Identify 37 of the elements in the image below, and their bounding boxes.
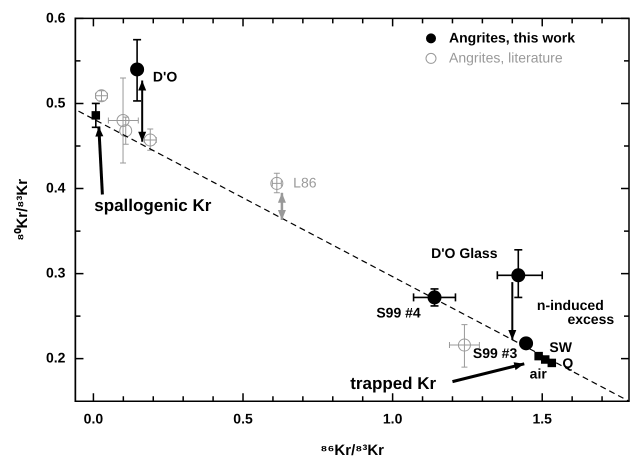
point bbox=[116, 114, 130, 127]
point bbox=[94, 89, 108, 102]
legend-label: Angrites, this work bbox=[449, 29, 576, 46]
annotation: SW bbox=[549, 338, 573, 355]
point bbox=[428, 290, 442, 304]
y-axis-title: ⁸⁰Kr/⁸³Kr bbox=[13, 178, 32, 241]
annotation: L86 bbox=[293, 174, 317, 190]
point bbox=[519, 336, 534, 350]
annotation: n-induced bbox=[536, 297, 604, 314]
annotation: air bbox=[530, 365, 548, 382]
point bbox=[119, 124, 132, 138]
point bbox=[130, 62, 144, 76]
y-tick-label: 0.6 bbox=[46, 9, 66, 26]
annotation: trapped Kr bbox=[350, 374, 437, 394]
point bbox=[92, 111, 100, 120]
x-tick-label: 0.0 bbox=[84, 410, 104, 426]
x-tick-label: 1.5 bbox=[532, 410, 552, 426]
point bbox=[270, 176, 284, 190]
x-tick-label: 0.5 bbox=[233, 410, 253, 426]
y-tick-label: 0.2 bbox=[46, 350, 66, 366]
annotation: D'O Glass bbox=[431, 245, 498, 262]
y-tick-label: 0.3 bbox=[46, 264, 66, 280]
annotation: spallogenic Kr bbox=[94, 196, 212, 216]
legend-label: Angrites, literature bbox=[449, 49, 563, 66]
annotation: S99 #3 bbox=[472, 345, 518, 362]
y-tick-label: 0.4 bbox=[46, 179, 66, 196]
point bbox=[458, 338, 471, 352]
annotation: excess bbox=[567, 310, 614, 327]
annotation: Q bbox=[562, 354, 574, 371]
annotation: S99 #4 bbox=[376, 304, 421, 320]
point bbox=[144, 134, 157, 147]
point bbox=[548, 358, 556, 368]
y-tick-label: 0.5 bbox=[46, 94, 66, 110]
x-axis-title: ⁸⁶Kr/⁸³Kr bbox=[320, 442, 384, 460]
point bbox=[511, 268, 526, 282]
x-tick-label: 1.0 bbox=[382, 410, 403, 426]
annotation: D'O bbox=[152, 68, 178, 84]
